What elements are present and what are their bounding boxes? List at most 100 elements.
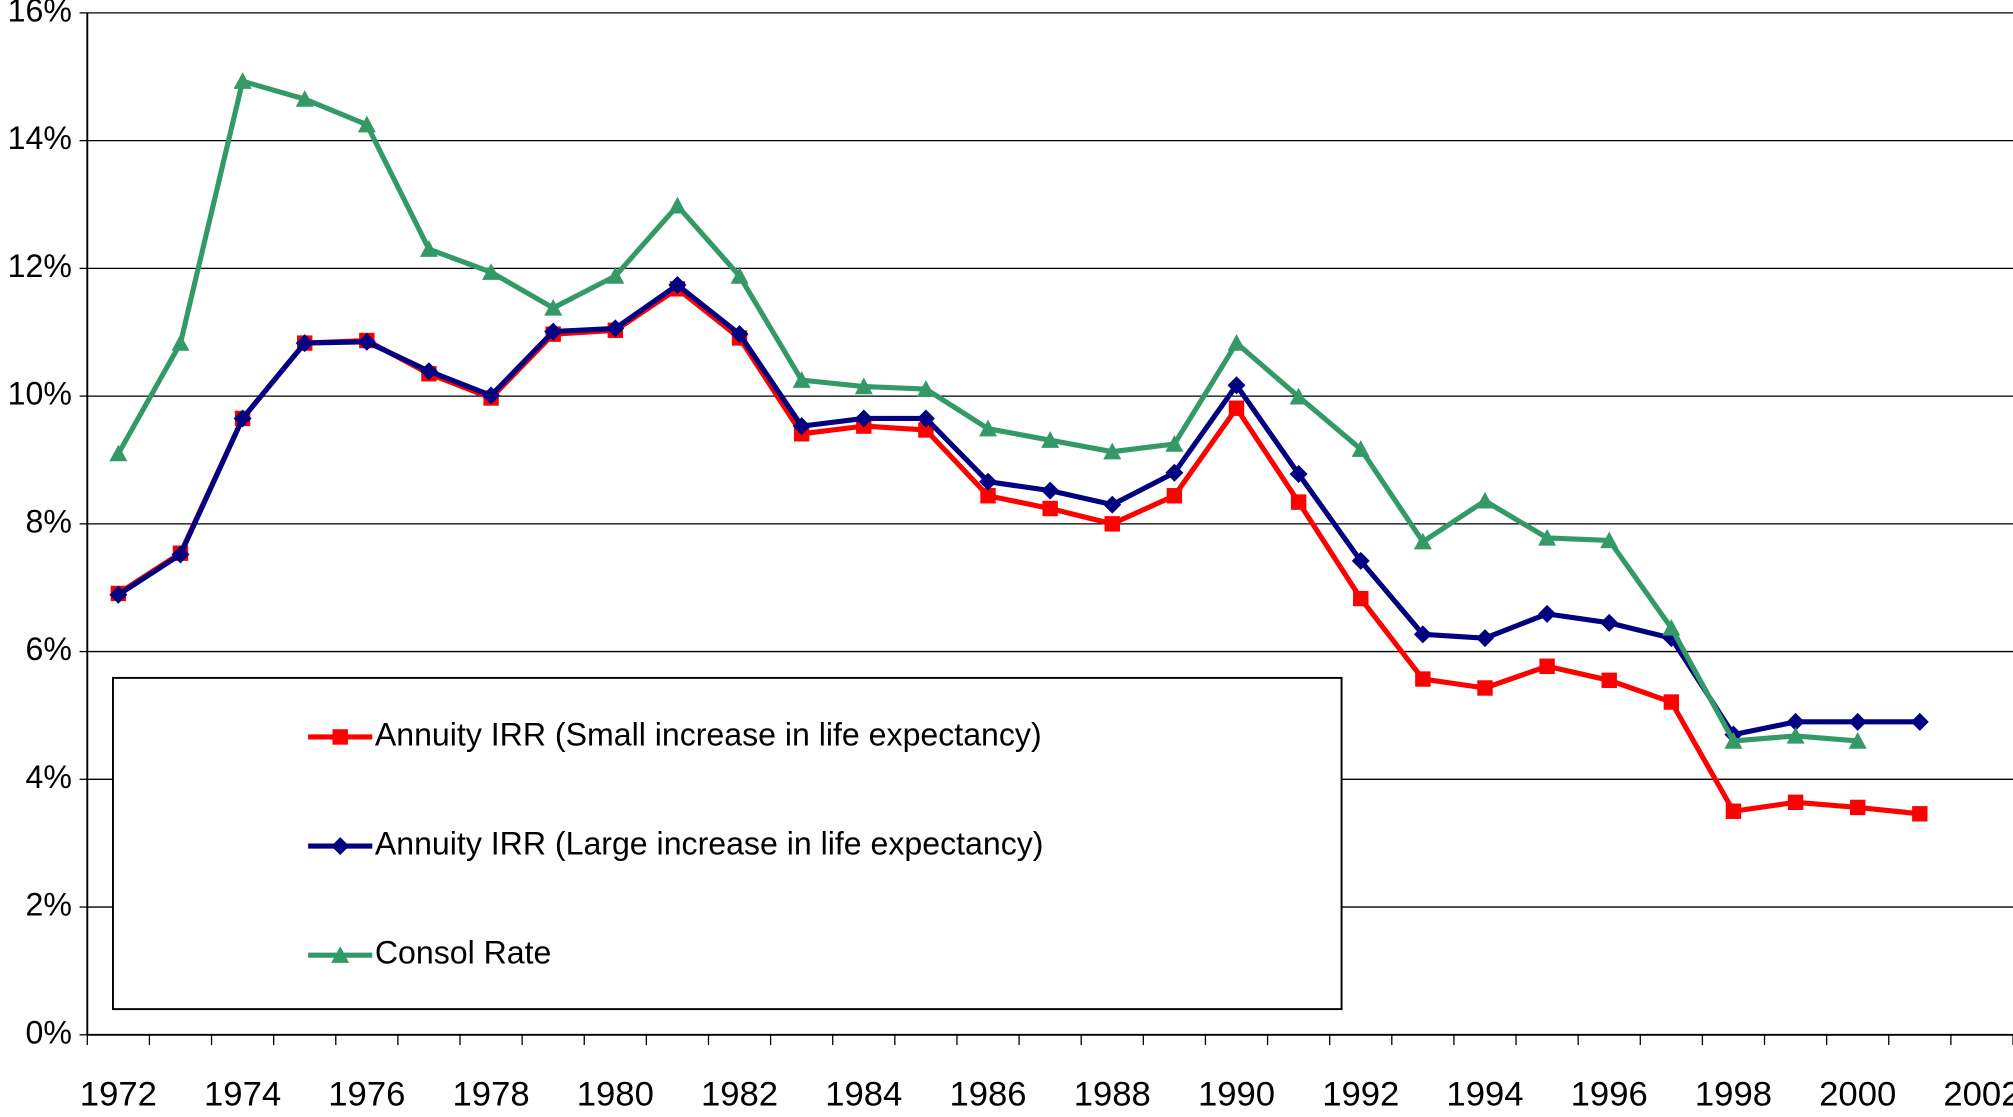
marker [792,371,811,388]
y-tick-label: 4% [26,759,72,795]
marker [1166,488,1183,504]
marker [544,322,563,341]
x-tick-label: 1992 [1322,1076,1399,1114]
marker [916,409,935,428]
x-tick-label: 1972 [80,1076,157,1114]
marker [233,72,252,89]
marker [1662,618,1681,636]
marker [1103,495,1122,514]
series-line [116,78,1858,744]
marker [1041,431,1060,448]
marker [1848,732,1867,749]
x-tick-label: 1994 [1446,1076,1523,1114]
marker [1042,500,1058,517]
marker [233,409,252,428]
y-tick-label: 14% [8,120,72,156]
marker [980,488,996,504]
x-tick-label: 1978 [453,1076,530,1114]
y-tick-label: 12% [8,248,72,284]
legend-label: Annuity IRR (Large increase in life expe… [375,826,1044,862]
marker [1227,376,1246,395]
y-tick-label: 2% [26,887,72,923]
series-line [116,282,1920,738]
y-tick-label: 10% [8,376,72,412]
x-tick-label: 2002 [1943,1076,2013,1114]
marker [1413,532,1432,550]
x-tick-label: 1998 [1695,1076,1772,1114]
marker [1539,658,1555,674]
marker [1041,481,1060,500]
marker [1600,531,1619,549]
x-tick-label: 1976 [328,1076,405,1114]
y-tick-label: 0% [26,1014,72,1050]
marker [331,837,350,856]
marker [1415,671,1431,687]
x-tick-label: 2000 [1819,1076,1896,1114]
marker [1475,491,1494,509]
marker [357,115,376,133]
marker [1289,387,1308,405]
marker [1724,732,1743,749]
marker [1475,629,1494,648]
legend-label: Annuity IRR (Small increase in life expe… [375,716,1042,752]
x-tick-label: 1982 [701,1076,778,1114]
marker [1910,712,1929,731]
marker [1538,528,1557,546]
marker [1353,590,1369,607]
marker [730,325,749,344]
marker [1848,712,1867,731]
marker [1165,435,1184,452]
marker [1104,516,1120,532]
marker [854,377,873,395]
x-tick-label: 1986 [949,1076,1026,1114]
marker [357,332,376,351]
marker [295,90,314,107]
marker [1849,799,1866,816]
marker [419,240,438,257]
marker [918,422,934,438]
marker [1786,726,1805,744]
legend-label: Consol Rate [375,935,552,971]
marker [482,386,501,405]
x-tick-label: 1990 [1198,1076,1275,1114]
marker [1787,794,1804,811]
x-tick-label: 1974 [204,1076,281,1114]
marker [1351,551,1370,570]
marker [1600,613,1619,632]
marker [606,267,625,284]
y-tick-label: 8% [26,503,72,539]
y-tick-label: 6% [26,631,72,667]
marker [1786,712,1805,731]
x-tick-label: 1996 [1571,1076,1648,1114]
marker [979,419,998,437]
marker [482,263,501,280]
marker [171,334,190,351]
x-tick-label: 1988 [1074,1076,1151,1114]
marker [1538,604,1557,623]
y-tick-label: 16% [8,0,72,28]
marker [1228,400,1245,416]
marker [1290,494,1307,510]
marker [1477,680,1493,696]
marker [1912,806,1928,822]
marker [1103,442,1122,460]
marker [916,380,935,397]
marker [1663,694,1680,710]
legend: Annuity IRR (Small increase in life expe… [112,676,1343,1011]
marker [332,729,348,745]
marker [1725,803,1742,819]
marker [1227,334,1246,351]
marker [668,196,687,214]
marker [331,946,350,963]
marker [730,267,749,284]
marker [109,444,128,462]
x-tick-label: 1980 [577,1076,654,1114]
marker [792,417,811,436]
x-tick-label: 1984 [825,1076,902,1114]
marker [544,298,563,316]
marker [1601,672,1617,689]
marker [668,275,687,294]
marker [1351,440,1370,457]
marker [854,409,873,428]
